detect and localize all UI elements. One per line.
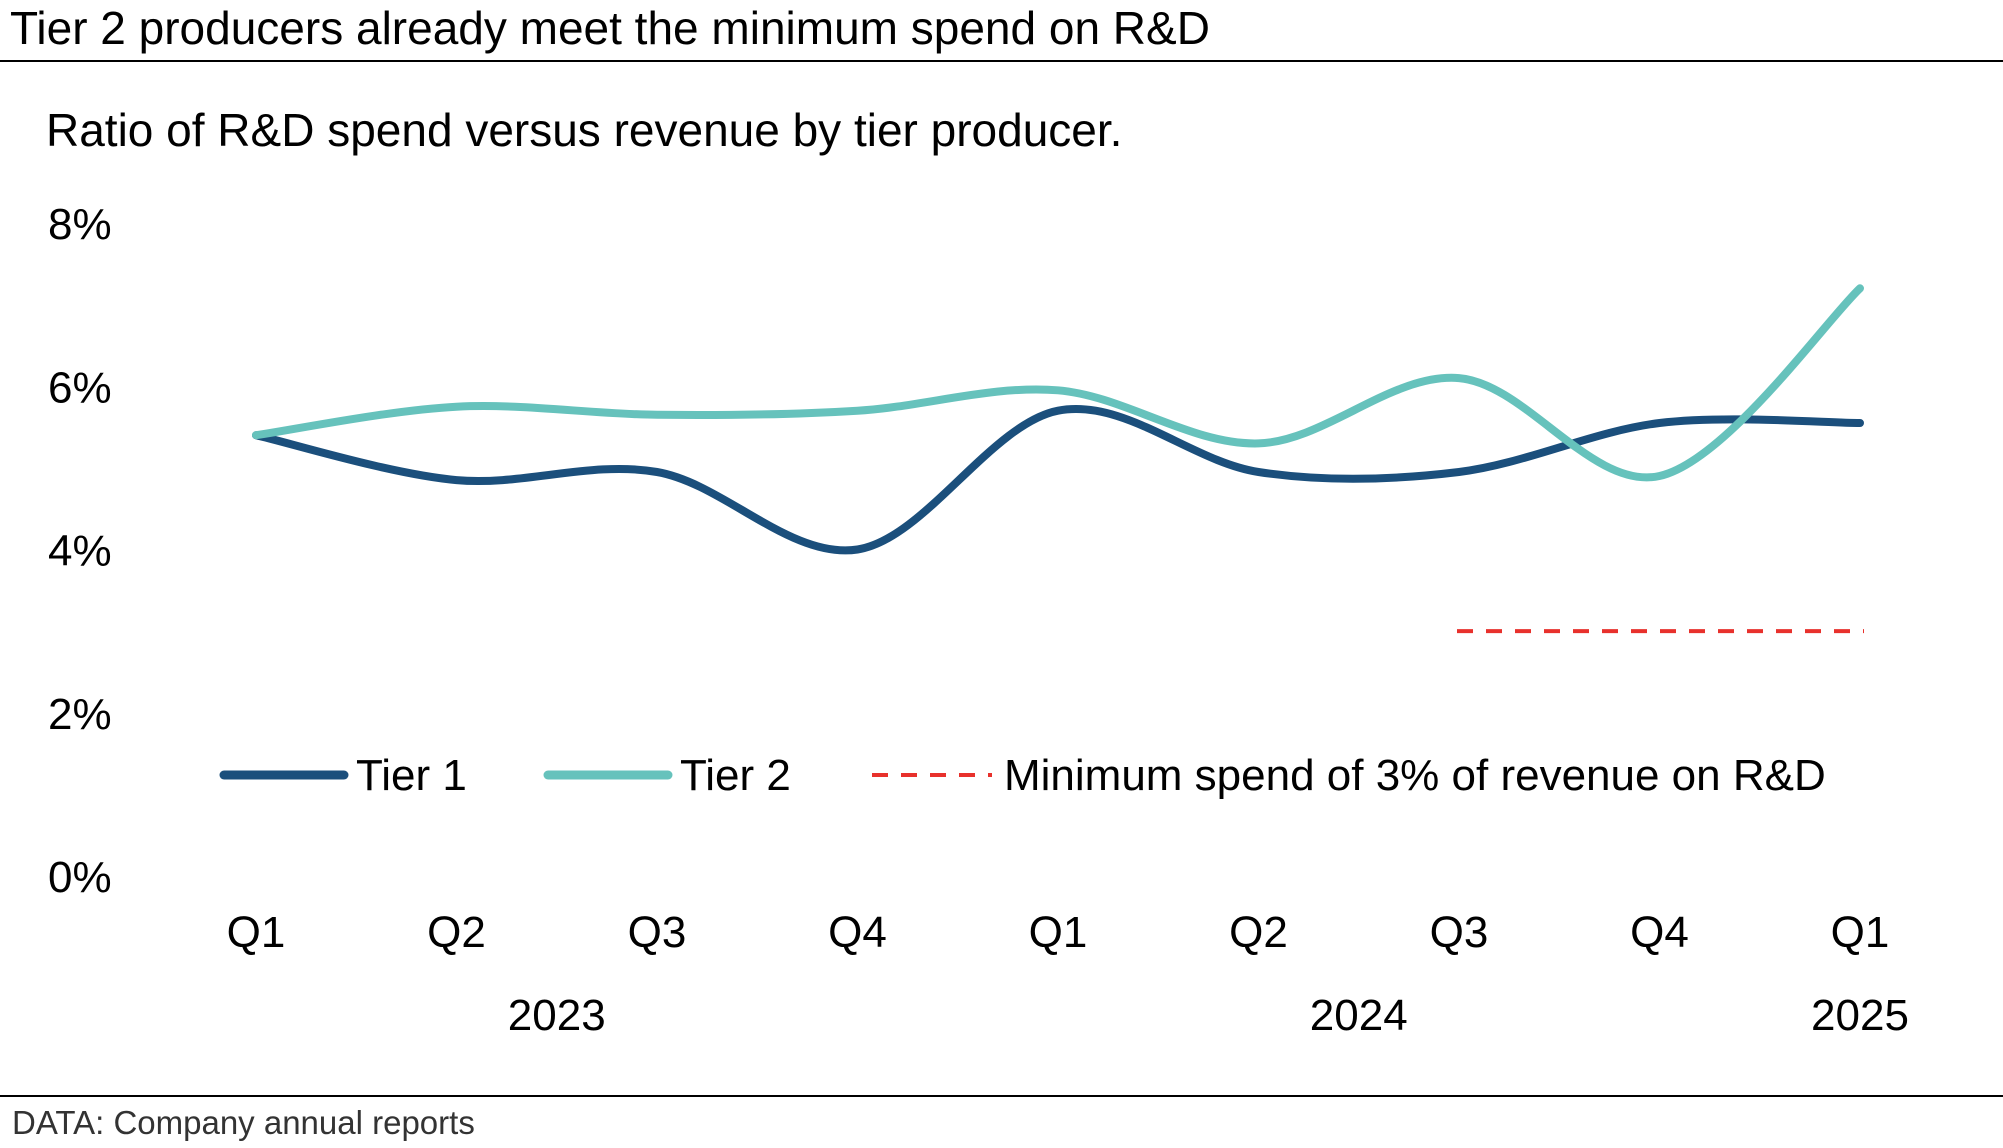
x-group-label: 2023	[508, 991, 606, 1040]
y-tick-label: 2%	[48, 690, 112, 739]
series-line-tier-1	[252, 405, 1864, 555]
x-tick-label: Q2	[427, 908, 486, 957]
x-tick-label: Q3	[1430, 908, 1489, 957]
x-tick-label: Q1	[1029, 908, 1088, 957]
x-tick-label: Q2	[1229, 908, 1288, 957]
y-tick-label: 6%	[48, 363, 112, 412]
y-tick-label: 0%	[48, 853, 112, 902]
x-tick-label: Q1	[227, 908, 286, 957]
y-axis: 0% 2% 4% 6% 8%	[48, 200, 112, 902]
x-tick-label: Q4	[1630, 908, 1689, 957]
series-line-tier-2	[252, 284, 1864, 482]
series-layer	[252, 284, 1864, 555]
x-axis: Q1 Q2 Q3 Q4 Q1 Q2 Q3 Q4 Q1 2023 2024 2025	[227, 908, 1909, 1040]
chart-subtitle: Ratio of R&D spend versus revenue by tie…	[46, 104, 1122, 156]
x-tick-label: Q1	[1831, 908, 1890, 957]
x-tick-label: Q3	[628, 908, 687, 957]
y-tick-label: 4%	[48, 527, 112, 576]
x-tick-label: Q4	[828, 908, 887, 957]
x-group-label: 2025	[1811, 991, 1909, 1040]
x-group-label: 2024	[1310, 991, 1408, 1040]
legend-label: Minimum spend of 3% of revenue on R&D	[1004, 751, 1826, 800]
legend: Tier 1 Tier 2 Minimum spend of 3% of reven…	[219, 751, 1826, 800]
y-tick-label: 8%	[48, 200, 112, 249]
chart-title: Tier 2 producers already meet the minimu…	[10, 2, 1210, 54]
legend-label: Tier 2	[680, 751, 791, 800]
legend-label: Tier 1	[356, 751, 467, 800]
source-note: DATA: Company annual reports	[12, 1104, 475, 1141]
